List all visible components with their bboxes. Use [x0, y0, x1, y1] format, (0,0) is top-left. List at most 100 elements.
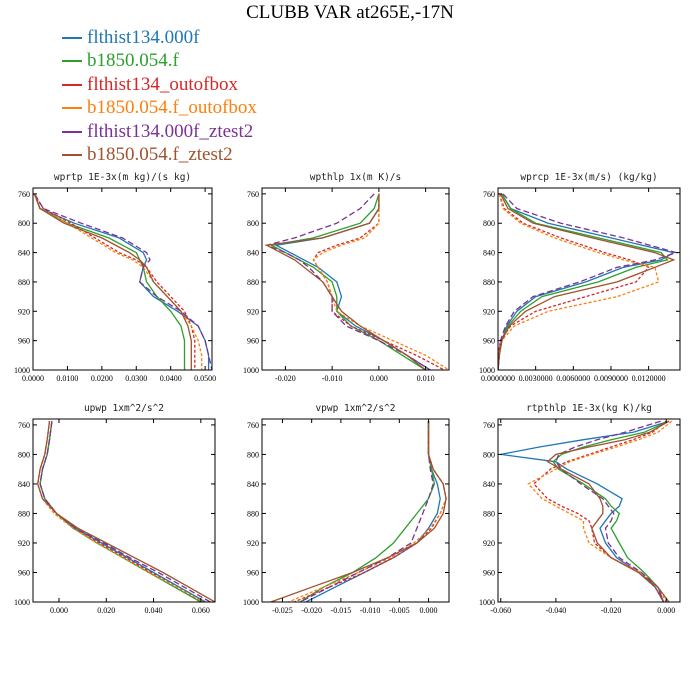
y-tick-label: 960 [483, 337, 495, 346]
x-tick-label: -0.010 [360, 606, 381, 615]
series-line [312, 193, 445, 370]
x-tick-label: 0.040 [145, 606, 163, 615]
x-tick-label: 0.020 [97, 606, 115, 615]
x-tick-label: -0.060 [490, 606, 511, 615]
legend-swatch [62, 154, 82, 157]
y-tick-label: 1000 [14, 598, 30, 607]
y-tick-label: 1000 [14, 366, 30, 375]
x-tick-label: 0.0300 [125, 374, 147, 383]
series-line [299, 421, 434, 602]
x-tick-label: 0.0120000 [632, 374, 666, 383]
figure-title: CLUBB VAR at265E,-17N [246, 2, 454, 23]
y-tick-label: 920 [247, 539, 259, 548]
y-tick-label: 760 [247, 190, 259, 199]
legend-item: flthist134.000f [62, 26, 257, 50]
series-group [37, 421, 215, 602]
plot-frame [261, 418, 450, 603]
series-line [34, 193, 212, 370]
x-tick-label: 0.000 [370, 374, 388, 383]
y-tick-label: 920 [483, 539, 495, 548]
legend-swatch [62, 107, 82, 110]
legend-swatch [62, 36, 82, 39]
y-tick-label: 840 [247, 249, 259, 258]
y-tick-label: 1000 [243, 598, 259, 607]
legend-label: flthist134.000f_ztest2 [87, 120, 254, 142]
y-tick-label: 840 [18, 249, 30, 258]
legend-label: b1850.054.f [87, 50, 179, 72]
legend-label: b1850.054.f_ztest2 [87, 144, 233, 166]
y-tick-label: 960 [18, 337, 30, 346]
legend-label: flthist134.000f [87, 26, 200, 48]
panel-title: wpthlp 1x(m K)/s [310, 172, 402, 183]
y-tick-label: 880 [18, 509, 30, 518]
series-line [264, 193, 431, 370]
x-tick-label: 0.0000 [22, 374, 44, 383]
panel-6: rtpthlp 1E-3x(kg K)/kg 760 800 840 880 920 960… [479, 403, 681, 615]
x-tick-label: -0.025 [272, 606, 293, 615]
legend-swatch [62, 130, 82, 133]
panel-title: upwp 1xm^2/s^2 [84, 403, 164, 414]
y-tick-label: 960 [18, 568, 30, 577]
x-tick-label: -0.010 [322, 374, 343, 383]
x-tick-label: 0.0100 [56, 374, 78, 383]
x-tick-label: -0.020 [275, 374, 296, 383]
y-tick-label: 960 [247, 568, 259, 577]
series-line [498, 193, 676, 370]
x-tick-label: -0.015 [331, 606, 352, 615]
legend-item: b1850.054.f_outofbox [62, 97, 257, 121]
series-group [500, 420, 673, 602]
series-line [305, 421, 441, 602]
y-tick-label: 960 [483, 568, 495, 577]
panel-4: upwp 1xm^2/s^2 760 800 840 880 920 960 1000 0.00… [14, 403, 216, 615]
y-tick-label: 800 [18, 450, 30, 459]
y-tick-label: 800 [18, 219, 30, 228]
series-group [33, 193, 212, 370]
x-tick-label: 0.000 [420, 606, 438, 615]
legend-item: flthist134_outofbox [62, 73, 257, 97]
y-tick-label: 800 [247, 219, 259, 228]
series-line [37, 421, 204, 602]
y-tick-label: 760 [18, 421, 30, 430]
series-line [269, 193, 426, 370]
panel-title: wprtp 1E-3x(m kg)/(s kg) [54, 172, 191, 183]
series-line [34, 193, 186, 370]
x-tick-label: 0.000 [657, 606, 675, 615]
series-line [37, 421, 215, 602]
series-line [39, 421, 202, 602]
series-group [498, 193, 679, 370]
y-tick-label: 880 [247, 509, 259, 518]
panel-2: wpthlp 1x(m K)/s 760 800 840 880 920 960 1000 -0… [243, 172, 450, 383]
panel-1: wprtp 1E-3x(m kg)/(s kg) 760 800 840 880 920 9… [14, 172, 216, 383]
panel-title: rtpthlp 1E-3x(kg K)/kg [526, 403, 652, 414]
series-line [527, 420, 673, 602]
legend-label: b1850.054.f_outofbox [87, 97, 257, 119]
x-tick-label: -0.040 [546, 606, 567, 615]
series-line [500, 420, 670, 602]
x-tick-label: 0.0090000 [594, 374, 628, 383]
x-tick-label: -0.020 [601, 606, 622, 615]
y-tick-label: 1000 [479, 366, 495, 375]
series-line [299, 421, 436, 602]
y-tick-label: 800 [483, 219, 495, 228]
y-tick-label: 920 [247, 307, 259, 316]
series-line [552, 420, 670, 602]
series-line [33, 193, 196, 370]
x-tick-label: 0.060 [192, 606, 210, 615]
plot-frame [261, 187, 450, 371]
y-tick-label: 760 [18, 190, 30, 199]
series-line [498, 193, 676, 370]
series-line [37, 421, 204, 602]
plot-frame [497, 418, 681, 603]
series-line [498, 193, 679, 370]
series-line [546, 420, 670, 602]
series-line [498, 193, 660, 370]
x-tick-label: 0.0060000 [556, 374, 590, 383]
legend-swatch [62, 60, 82, 63]
x-tick-label: -0.020 [301, 606, 322, 615]
series-line [273, 193, 431, 370]
y-tick-label: 760 [483, 421, 495, 430]
y-tick-label: 880 [18, 278, 30, 287]
series-line [498, 193, 650, 370]
panel-5: vpwp 1xm^2/s^2 760 800 840 880 920 960 1000 -0.0… [243, 403, 450, 615]
